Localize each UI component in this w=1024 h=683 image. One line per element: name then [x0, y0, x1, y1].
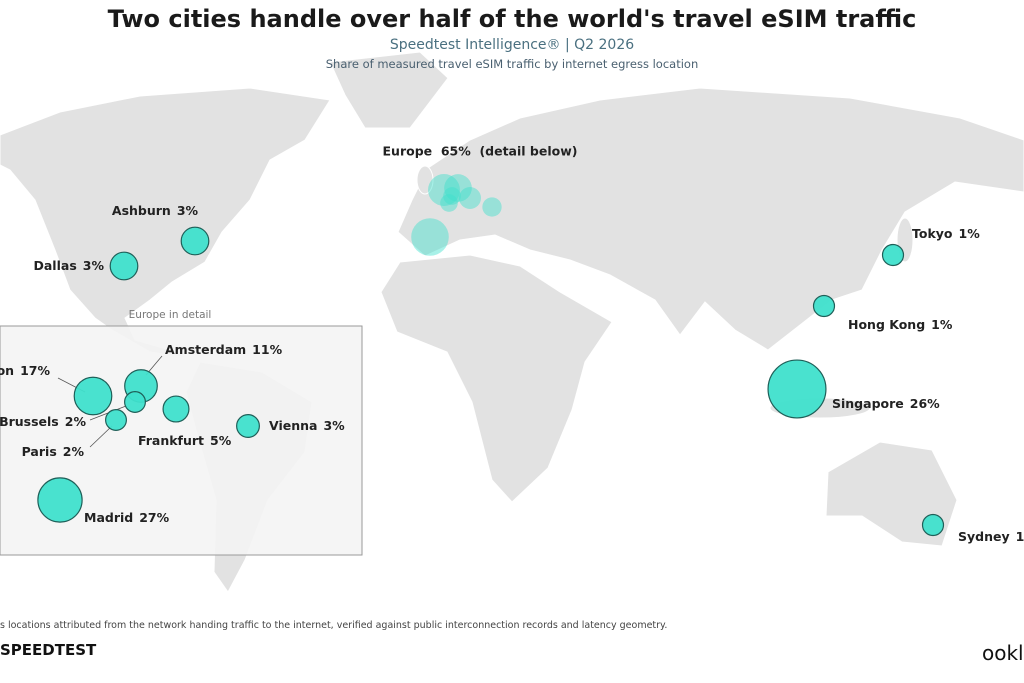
bubble: [37, 477, 83, 523]
city-value: 5%: [210, 433, 232, 448]
city-name: Brussels: [0, 414, 59, 429]
bubble: [236, 414, 260, 438]
bubble: [444, 174, 472, 202]
bubble: [124, 391, 146, 413]
city-value: 2%: [65, 414, 87, 429]
footnote: s locations attributed from the network …: [0, 620, 667, 631]
city-name: Sydney: [958, 529, 1010, 544]
inset-title: Europe in detail: [129, 309, 212, 321]
city-value: 3%: [177, 203, 199, 218]
city-label: Vienna 3%: [269, 418, 345, 433]
city-label: Dallas 3%: [34, 258, 105, 273]
city-value: 1%: [1016, 529, 1024, 544]
city-name: Singapore: [832, 396, 904, 411]
bubble: [482, 197, 502, 217]
bubble: [411, 218, 449, 256]
city-label: Tokyo 1%: [912, 226, 980, 241]
city-label: Amsterdam 11%: [165, 342, 283, 357]
city-name: Hong Kong: [848, 317, 925, 332]
bubble: [921, 513, 945, 537]
city-label: Sydney 1%: [958, 529, 1024, 544]
logo: ookla: [982, 641, 1024, 665]
bubble: [105, 409, 127, 431]
subtitle: Speedtest Intelligence® | Q2 2026: [390, 37, 634, 53]
city-label: London 17%: [0, 363, 50, 378]
description: Share of measured travel eSIM traffic by…: [326, 57, 699, 71]
city-label: Frankfurt 5%: [138, 433, 232, 448]
bubble: [73, 376, 113, 416]
city-name: Ashburn: [112, 203, 171, 218]
city-label: Hong Kong 1%: [848, 317, 953, 332]
city-name: Dallas: [34, 258, 77, 273]
bubble: [812, 294, 836, 318]
city-label: Madrid 27%: [84, 510, 170, 525]
europe-label: Europe 65% (detail below): [383, 144, 578, 159]
city-label: Paris 2%: [22, 444, 85, 459]
city-value: 26%: [910, 396, 940, 411]
eurasia: [397, 87, 1024, 351]
city-name: Tokyo: [912, 226, 953, 241]
city-name: Vienna: [269, 418, 317, 433]
uk: [416, 165, 434, 195]
bubble: [881, 243, 905, 267]
city-name: London: [0, 363, 14, 378]
bubble: [459, 187, 481, 209]
city-label: Singapore 26%: [832, 396, 940, 411]
africa: [380, 254, 613, 503]
city-label: Brussels 2%: [0, 414, 86, 429]
city-value: 27%: [139, 510, 169, 525]
city-name: Frankfurt: [138, 433, 204, 448]
city-name: Madrid: [84, 510, 133, 525]
bubble: [109, 251, 139, 281]
bubble: [162, 395, 190, 423]
bubble: [428, 174, 460, 206]
city-value: 11%: [252, 342, 282, 357]
bubble: [767, 359, 827, 419]
city-value: 3%: [323, 418, 345, 433]
city-value: 2%: [63, 444, 85, 459]
city-name: Paris: [22, 444, 57, 459]
city-value: 1%: [959, 226, 981, 241]
brand: SPEEDTEST: [0, 641, 97, 659]
city-label: Ashburn 3%: [112, 203, 199, 218]
leader-line: [89, 425, 113, 448]
bubble: [180, 226, 210, 256]
title: Two cities handle over half of the world…: [108, 5, 917, 33]
city-name: Amsterdam: [165, 342, 246, 357]
bubble: [443, 187, 461, 205]
city-value: 1%: [931, 317, 953, 332]
north-america: [0, 87, 331, 359]
city-value: 17%: [20, 363, 50, 378]
greenland: [329, 51, 449, 129]
city-value: 3%: [83, 258, 105, 273]
bubble: [440, 194, 458, 212]
